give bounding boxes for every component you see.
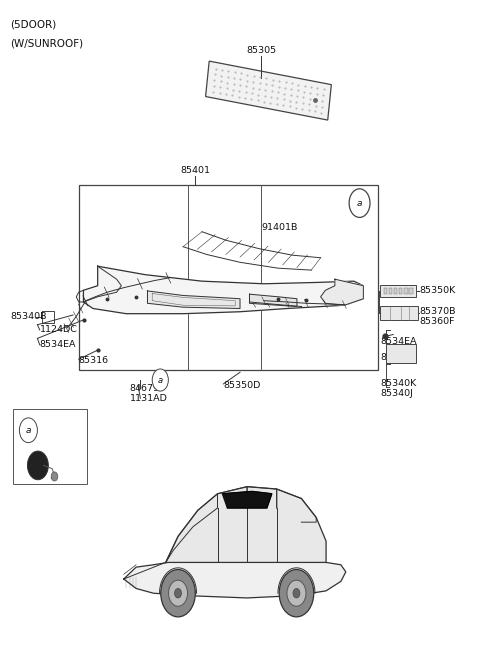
Circle shape	[293, 588, 300, 598]
Text: (5DOOR): (5DOOR)	[10, 19, 56, 29]
Circle shape	[287, 580, 306, 606]
Text: (W/SUNROOF): (W/SUNROOF)	[10, 39, 83, 49]
Text: 85401: 85401	[180, 166, 210, 175]
Bar	[380, 285, 416, 297]
Circle shape	[161, 569, 195, 617]
Bar	[404, 288, 408, 294]
Text: 85360F: 85360F	[420, 317, 455, 326]
Bar	[389, 288, 392, 294]
Text: 85340K: 85340K	[380, 379, 416, 388]
FancyBboxPatch shape	[386, 344, 416, 363]
Circle shape	[51, 472, 58, 481]
Circle shape	[168, 580, 188, 606]
Text: 8534EA: 8534EA	[380, 337, 417, 346]
Text: 1131AD: 1131AD	[130, 394, 168, 403]
Text: 85370B: 85370B	[420, 306, 456, 316]
Text: 85316: 85316	[79, 356, 109, 365]
Bar	[13, 409, 87, 484]
Text: 85340J: 85340J	[380, 389, 413, 398]
Text: 85355A: 85355A	[380, 354, 417, 362]
Circle shape	[27, 451, 48, 480]
Text: a: a	[158, 375, 163, 384]
Circle shape	[349, 189, 370, 217]
Bar	[399, 288, 402, 294]
Polygon shape	[321, 279, 363, 305]
Circle shape	[279, 569, 314, 617]
Polygon shape	[222, 491, 272, 508]
Bar	[384, 288, 387, 294]
Bar	[409, 288, 413, 294]
Polygon shape	[250, 294, 297, 306]
Text: a: a	[357, 199, 362, 207]
Text: 85350K: 85350K	[420, 287, 456, 295]
Text: 85305: 85305	[246, 46, 276, 55]
Circle shape	[19, 418, 37, 443]
Circle shape	[152, 369, 168, 391]
Bar	[394, 288, 397, 294]
Polygon shape	[124, 562, 346, 598]
Text: 84679: 84679	[130, 384, 159, 393]
Text: 91401B: 91401B	[261, 223, 298, 232]
Circle shape	[175, 588, 181, 598]
Bar	[380, 306, 418, 320]
Polygon shape	[147, 291, 240, 308]
Text: 85350D: 85350D	[223, 380, 261, 390]
Polygon shape	[166, 487, 326, 562]
Bar	[79, 185, 378, 370]
Polygon shape	[84, 266, 363, 314]
Text: 1124DC: 1124DC	[40, 325, 78, 335]
Polygon shape	[205, 61, 331, 120]
Text: 85340B: 85340B	[10, 312, 47, 321]
Text: a: a	[25, 426, 31, 435]
Text: 8534EA: 8534EA	[40, 340, 76, 350]
